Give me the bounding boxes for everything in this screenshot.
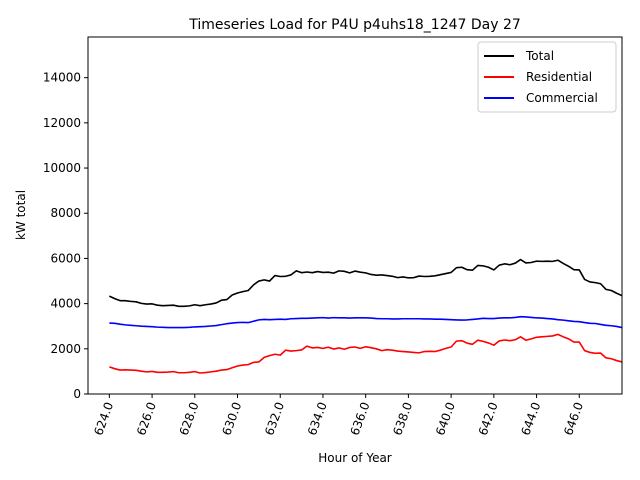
plot-frame <box>87 36 623 395</box>
y-tick-label: 10000 <box>43 161 81 175</box>
x-axis-label: Hour of Year <box>318 451 392 465</box>
chart-title: Timeseries Load for P4U p4uhs18_1247 Day… <box>188 17 521 33</box>
legend-label-residential: Residential <box>526 70 592 84</box>
y-tick-label: 6000 <box>50 251 81 265</box>
y-tick-label: 12000 <box>43 116 81 130</box>
y-tick-label: 4000 <box>50 297 81 311</box>
y-axis: 0 2000 4000 6000 8000 10000 12000 14000 <box>43 71 88 401</box>
series-line-total <box>109 258 623 308</box>
series-line-residential <box>109 333 623 374</box>
series-layer <box>109 258 623 374</box>
y-tick-label: 14000 <box>43 71 81 85</box>
y-tick-label: 2000 <box>50 342 81 356</box>
legend-label-commercial: Commercial <box>526 91 598 105</box>
legend-label-total: Total <box>525 49 554 63</box>
series-line-commercial <box>109 315 623 329</box>
legend: Total Residential Commercial <box>477 41 617 113</box>
legend-box <box>477 41 617 113</box>
y-axis-label: kW total <box>14 190 28 240</box>
y-tick-label: 8000 <box>50 206 81 220</box>
y-tick-label: 0 <box>73 387 81 401</box>
